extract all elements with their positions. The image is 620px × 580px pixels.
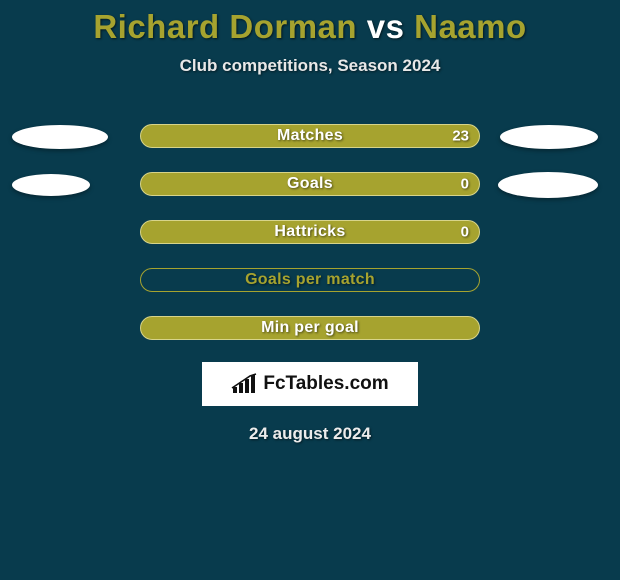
player2-name: Naamo [414, 8, 527, 45]
stats-card: Richard Dorman vs Naamo Club competition… [0, 0, 620, 444]
subtitle: Club competitions, Season 2024 [0, 56, 620, 76]
stat-label: Goals [287, 175, 333, 193]
page-title: Richard Dorman vs Naamo [0, 8, 620, 46]
vs-label: vs [367, 8, 405, 45]
date-label: 24 august 2024 [0, 424, 620, 444]
stat-bar: Min per goal [140, 316, 480, 340]
stat-row: Goals 0 [0, 172, 620, 198]
bar-chart-icon [231, 373, 257, 395]
stat-bar: Hattricks 0 [140, 220, 480, 244]
stat-rows: Matches 23 Goals 0 Hattricks 0 Goals per match… [0, 124, 620, 342]
stat-row: Hattricks 0 [0, 220, 620, 246]
right-ellipse [500, 125, 598, 149]
logo-box: FcTables.com [202, 362, 418, 406]
right-ellipse [498, 172, 598, 198]
stat-label: Hattricks [274, 223, 345, 241]
stat-bar: Matches 23 [140, 124, 480, 148]
stat-value: 23 [452, 128, 469, 145]
player1-name: Richard Dorman [93, 8, 357, 45]
stat-row: Goals per match [0, 268, 620, 294]
left-ellipse [12, 125, 108, 149]
stat-row: Min per goal [0, 316, 620, 342]
left-ellipse [12, 174, 90, 196]
stat-bar: Goals 0 [140, 172, 480, 196]
stat-bar: Goals per match [140, 268, 480, 292]
stat-label: Min per goal [261, 319, 359, 337]
stat-label: Matches [277, 127, 343, 145]
stat-row: Matches 23 [0, 124, 620, 150]
stat-value: 0 [461, 224, 469, 241]
stat-label: Goals per match [245, 271, 375, 289]
stat-value: 0 [461, 176, 469, 193]
logo-text: FcTables.com [263, 373, 388, 395]
